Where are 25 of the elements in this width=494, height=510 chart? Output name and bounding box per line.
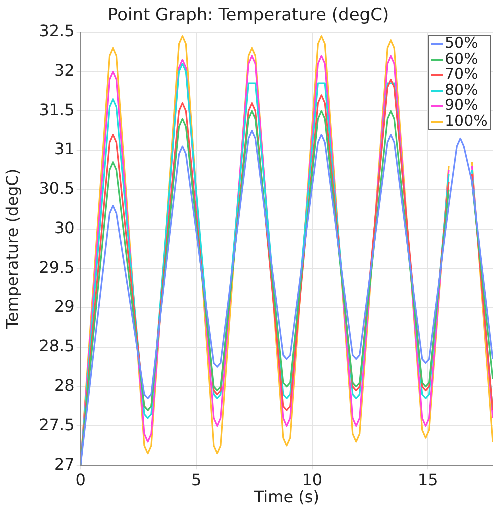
y-tick-label: 31: [54, 140, 75, 159]
y-tick-label: 30: [54, 218, 75, 238]
y-tick-label: 30.5: [39, 179, 75, 198]
x-tick-label: 5: [192, 470, 202, 490]
legend-label: 100%: [445, 112, 488, 130]
y-tick-label: 29: [54, 297, 75, 316]
x-axis-title: Time (s): [253, 488, 320, 507]
y-tick-label: 29.5: [39, 258, 75, 277]
legend-label: 50%: [445, 34, 478, 52]
legend-label: 90%: [445, 96, 478, 114]
y-tick-label: 28.5: [39, 336, 75, 356]
legend-label: 60%: [445, 50, 478, 68]
legend-label: 70%: [445, 65, 478, 84]
y-axis-title: Temperature (degC): [2, 168, 22, 330]
legend-label: 80%: [445, 80, 478, 99]
y-tick-label: 27: [54, 454, 75, 474]
x-tick-label: 10: [302, 470, 323, 490]
y-tick-label: 28: [54, 376, 75, 395]
y-tick-label: 32: [54, 60, 75, 80]
x-tick-label: 15: [418, 470, 438, 490]
y-tick-label: 32.5: [39, 22, 75, 41]
x-tick-label: 0: [76, 470, 86, 490]
y-tick-label: 27.5: [39, 415, 75, 434]
chart-title: Point Graph: Temperature (degC): [108, 6, 390, 26]
y-tick-label: 31.5: [39, 100, 75, 120]
